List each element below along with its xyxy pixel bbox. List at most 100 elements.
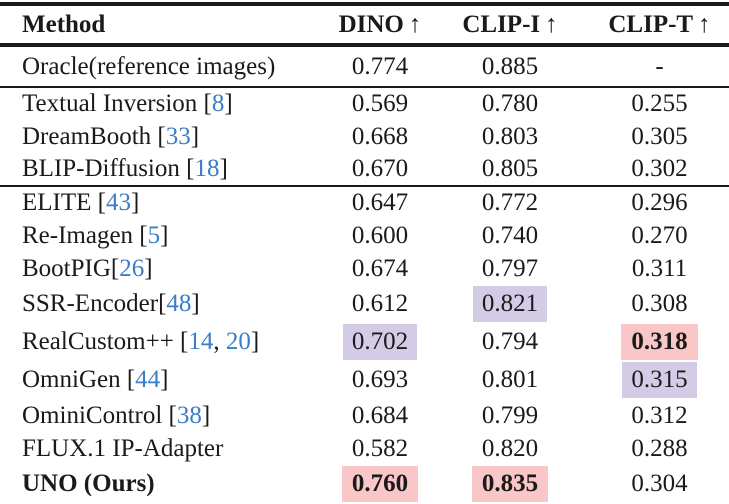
metric-cell: 0.318	[590, 323, 729, 361]
metric-value-best: 0.835	[471, 466, 549, 502]
citation-link[interactable]: 26	[119, 254, 145, 282]
metric-cell: 0.296	[590, 186, 729, 219]
table-row: Textual Inversion [8] 0.569 0.780 0.255	[0, 87, 729, 120]
metric-value: 0.296	[631, 189, 688, 216]
metric-value: 0.799	[481, 401, 539, 429]
table-row: DreamBooth [33] 0.668 0.803 0.305	[0, 120, 729, 153]
citation-link[interactable]: 43	[105, 189, 131, 216]
method-name-text: ]	[201, 401, 211, 429]
method-name-text: ,	[213, 328, 226, 355]
column-header-dino-label: DINO	[338, 10, 404, 38]
metric-value: 0.308	[631, 290, 688, 317]
method-name-text: Re-Imagen [	[22, 221, 148, 249]
metric-value: 0.288	[631, 434, 688, 462]
metric-cell: -	[590, 45, 729, 87]
method-cell: Textual Inversion [8]	[0, 87, 330, 120]
table-row: OminiControl [38] 0.684 0.799 0.312	[0, 399, 729, 432]
metric-value: 0.774	[351, 52, 409, 80]
citation-link[interactable]: 20	[225, 328, 251, 355]
method-cell: SSR-Encoder[48]	[0, 285, 330, 323]
method-name-text: Oracle(reference images)	[22, 52, 276, 80]
method-name-text: ELITE [	[22, 189, 106, 216]
citation-link[interactable]: 8	[211, 90, 225, 117]
method-cell: BootPIG[26]	[0, 252, 330, 285]
citation-link[interactable]: 5	[147, 221, 161, 249]
citation-link[interactable]: 33	[165, 122, 191, 150]
table-body: Oracle(reference images) 0.774 0.885 - Textu…	[0, 45, 729, 503]
metric-value: 0.803	[481, 122, 539, 150]
metric-value: 0.772	[481, 189, 539, 216]
citation-link[interactable]: 18	[194, 155, 220, 182]
metric-cell: 0.600	[330, 219, 430, 252]
metric-cell: 0.255	[590, 87, 729, 120]
citation-link[interactable]: 44	[135, 366, 161, 393]
method-name-text: ]	[144, 254, 153, 282]
metric-cell: 0.799	[430, 399, 590, 432]
metric-cell: 0.270	[590, 219, 729, 252]
citation-link[interactable]: 48	[166, 290, 192, 317]
method-name-text: BootPIG[	[22, 254, 120, 282]
method-cell: Oracle(reference images)	[0, 45, 330, 87]
metric-cell: 0.312	[590, 399, 729, 432]
method-name-text: RealCustom++ [	[22, 328, 189, 355]
metric-cell: 0.612	[330, 285, 430, 323]
metric-value: 0.255	[631, 90, 688, 117]
method-cell: DreamBooth [33]	[0, 120, 330, 153]
metric-cell: 0.315	[590, 361, 729, 399]
metric-value: 0.805	[481, 155, 539, 182]
metric-cell: 0.772	[430, 186, 590, 219]
column-header-dino: DINO ↑	[330, 4, 430, 45]
metric-value: 0.270	[631, 221, 688, 249]
table-row: SSR-Encoder[48] 0.612 0.821 0.308	[0, 285, 729, 323]
citation-link[interactable]: 38	[176, 401, 202, 429]
method-name-text: OminiControl [	[22, 401, 177, 429]
metric-cell: 0.820	[430, 432, 590, 465]
metric-value: 0.674	[351, 254, 409, 282]
column-header-clip-t: CLIP-T ↑	[590, 4, 729, 45]
method-cell: ELITE [43]	[0, 186, 330, 219]
metric-cell: 0.821	[430, 285, 590, 323]
metric-value: 0.668	[351, 122, 409, 150]
metric-value: 0.780	[481, 90, 539, 117]
metric-value: 0.820	[481, 434, 539, 462]
metric-cell: 0.305	[590, 120, 729, 153]
method-cell: BLIP-Diffusion [18]	[0, 153, 330, 186]
up-arrow-icon: ↑	[545, 10, 558, 38]
metric-cell: 0.569	[330, 87, 430, 120]
column-header-method: Method	[0, 4, 330, 45]
method-name-text: ]	[160, 366, 169, 393]
metric-cell: 0.304	[590, 465, 729, 503]
method-name-text: UNO (Ours)	[22, 470, 155, 497]
up-arrow-icon: ↑	[698, 10, 711, 38]
metric-value: 0.302	[631, 155, 688, 182]
metric-cell: 0.801	[430, 361, 590, 399]
metric-value: 0.797	[481, 254, 539, 282]
metric-cell: 0.797	[430, 252, 590, 285]
metric-value: 0.305	[631, 122, 688, 150]
metric-cell: 0.835	[430, 465, 590, 503]
table-row: BootPIG[26] 0.674 0.797 0.311	[0, 252, 729, 285]
citation-link[interactable]: 14	[188, 328, 214, 355]
column-header-clip-i-label: CLIP-I	[462, 10, 541, 38]
table-row: Oracle(reference images) 0.774 0.885 -	[0, 45, 729, 87]
method-name-text: DreamBooth [	[22, 122, 166, 150]
method-name-text: ]	[160, 221, 169, 249]
metric-value: 0.670	[351, 155, 409, 182]
metric-cell: 0.805	[430, 153, 590, 186]
metric-cell: 0.308	[590, 285, 729, 323]
metric-value: 0.801	[481, 366, 539, 393]
metric-value: 0.600	[351, 221, 409, 249]
method-name-text: ]	[191, 290, 200, 317]
method-name-text: SSR-Encoder[	[22, 290, 167, 317]
metric-cell: 0.760	[330, 465, 430, 503]
metric-value: 0.647	[351, 189, 409, 216]
method-name-text: ]	[130, 189, 140, 216]
metric-cell: 0.740	[430, 219, 590, 252]
method-name-text: ]	[250, 328, 260, 355]
table-row: ELITE [43] 0.647 0.772 0.296	[0, 186, 729, 219]
method-cell: UNO (Ours)	[0, 465, 330, 503]
metric-value: 0.569	[351, 90, 409, 117]
method-cell: OminiControl [38]	[0, 399, 330, 432]
